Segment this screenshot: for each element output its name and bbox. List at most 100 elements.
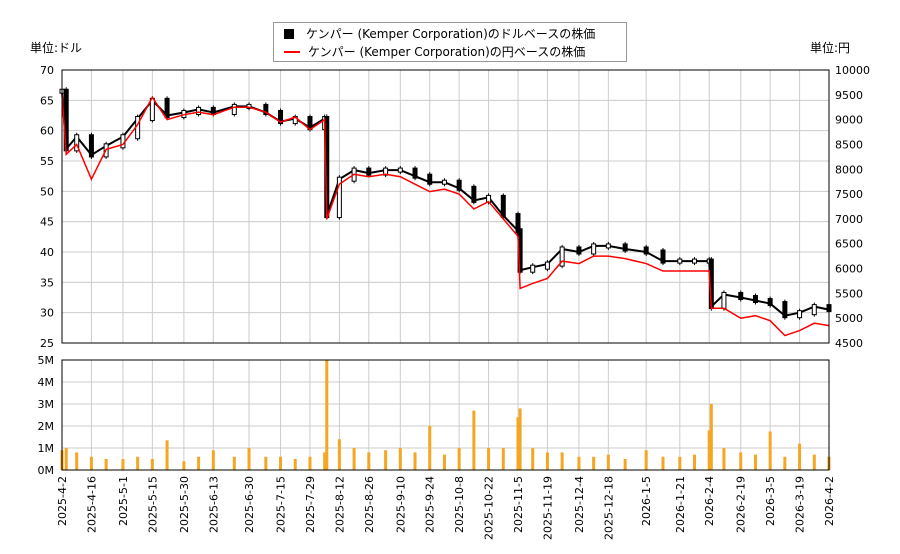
x-tick-label: 2025-7-15: [275, 476, 288, 533]
price-plot-border: [61, 69, 830, 344]
volume-bar: [398, 448, 402, 470]
x-tick-label: 2026-3-19: [794, 476, 807, 533]
volume-bar: [104, 459, 108, 470]
x-tick-label: 2025-6-13: [207, 476, 220, 533]
x-tick-label: 2025-5-30: [178, 476, 191, 533]
right-y-tick-label: 8500: [835, 138, 863, 151]
legend-item-usd: ケンパー (Kemper Corporation)のドルベースの株価: [284, 25, 595, 43]
right-y-tick-label: 7500: [835, 188, 863, 201]
volume-bar: [308, 456, 312, 470]
volume-bar: [64, 448, 68, 470]
volume-bar: [661, 456, 665, 470]
volume-bar: [531, 448, 535, 470]
volume-plot-area: [62, 360, 829, 470]
volume-bar: [722, 448, 726, 470]
usd-candle: [383, 167, 389, 176]
usd-candle: [782, 301, 788, 319]
volume-bar: [442, 454, 446, 470]
right-y-tick-label: 7000: [835, 213, 863, 226]
usd-candle: [530, 264, 536, 273]
usd-candle: [811, 304, 817, 316]
volume-bar: [783, 456, 787, 470]
volume-bar: [264, 456, 268, 470]
left-y-tick-label: 60: [40, 125, 54, 138]
x-tick-label: 2026-1-5: [640, 476, 653, 526]
x-tick-label: 2025-11-19: [541, 476, 554, 540]
volume-plot-border: [61, 359, 830, 471]
usd-candle: [752, 295, 758, 304]
usd-candle: [366, 167, 372, 176]
usd-candle: [471, 185, 477, 203]
usd-candle: [164, 97, 170, 119]
right-y-tick-label: 6000: [835, 263, 863, 276]
legend: ケンパー (Kemper Corporation)のドルベースの株価 ケンパー …: [273, 22, 627, 62]
volume-bar: [279, 456, 283, 470]
x-tick-label: 2025-8-12: [333, 476, 346, 533]
x-tick-label: 2025-11-5: [512, 476, 525, 533]
x-tick-label: 2025-10-22: [483, 476, 496, 540]
x-tick-label: 2026-4-2: [823, 476, 836, 526]
volume-bar: [623, 459, 627, 470]
left-y-tick-label: 70: [40, 64, 54, 77]
usd-candle: [412, 167, 418, 179]
volume-bar: [337, 439, 341, 470]
volume-bar: [592, 456, 596, 470]
volume-y-tick-label: 1M: [38, 442, 55, 455]
x-tick-label: 2025-10-8: [453, 476, 466, 533]
volume-bar: [678, 456, 682, 470]
usd-candle: [397, 167, 403, 173]
volume-bar: [352, 448, 356, 470]
x-tick-label: 2025-12-4: [573, 476, 586, 533]
right-y-tick-label: 9000: [835, 114, 863, 127]
volume-bar: [644, 450, 648, 470]
usd-candle: [278, 109, 284, 125]
volume-bar: [487, 448, 491, 470]
usd-candle: [500, 194, 506, 219]
usd-candle: [677, 258, 683, 264]
volume-bar: [753, 454, 757, 470]
x-tick-label: 2025-7-29: [304, 476, 317, 533]
usd-candle: [246, 103, 252, 109]
x-tick-label: 2026-3-5: [764, 476, 777, 526]
right-y-tick-label: 5000: [835, 312, 863, 325]
usd-candle: [767, 298, 773, 307]
usd-candle: [559, 246, 565, 267]
volume-bar: [768, 431, 772, 470]
volume-y-tick-label: 4M: [38, 376, 55, 389]
left-y-tick-label: 65: [40, 94, 54, 107]
volume-bar: [89, 456, 93, 470]
left-y-tick-label: 45: [40, 216, 54, 229]
legend-label-usd: ケンパー (Kemper Corporation)のドルベースの株価: [306, 27, 596, 41]
usd-candle: [336, 176, 342, 219]
left-y-tick-label: 50: [40, 185, 54, 198]
right-y-tick-label: 6500: [835, 238, 863, 251]
legend-square-marker: [284, 29, 294, 39]
usd-candle: [605, 243, 611, 249]
price-plot-area: [62, 70, 829, 343]
usd-candle: [88, 134, 94, 158]
x-tick-label: 2025-5-15: [146, 476, 159, 533]
volume-bar: [472, 410, 476, 470]
usd-candle: [427, 173, 433, 185]
volume-bar: [457, 448, 461, 470]
x-tick-label: 2025-4-16: [85, 476, 98, 533]
volume-bar: [518, 408, 522, 470]
usd-candle: [74, 134, 80, 152]
volume-bar: [707, 430, 711, 470]
usd-candle: [196, 106, 202, 115]
volume-bar: [798, 443, 802, 470]
usd-candle: [263, 103, 269, 115]
x-tick-label: 2025-8-26: [363, 476, 376, 533]
x-tick-label: 2025-9-24: [424, 476, 437, 533]
usd-candle: [231, 103, 237, 115]
volume-bar: [812, 454, 816, 470]
left-y-tick-label: 55: [40, 155, 54, 168]
volume-bar: [211, 450, 215, 470]
usd-candle: [660, 249, 666, 264]
x-tick-label: 2025-6-30: [243, 476, 256, 533]
x-tick-label: 2025-4-2: [56, 476, 69, 526]
legend-line-marker: [284, 51, 300, 53]
volume-bar: [560, 452, 564, 470]
